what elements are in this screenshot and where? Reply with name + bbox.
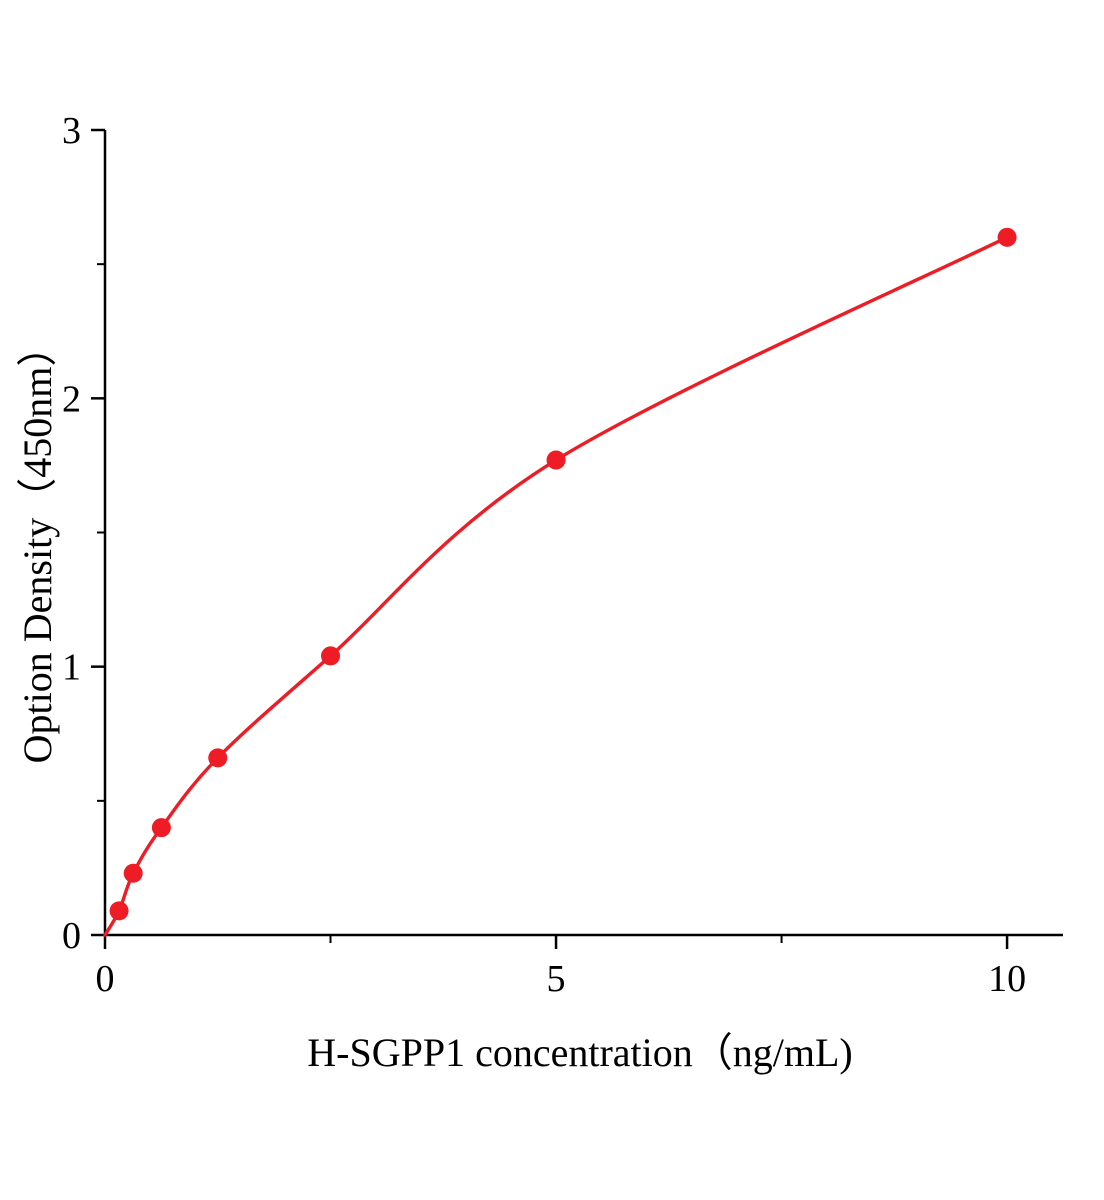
x-tick-label: 5 bbox=[547, 958, 566, 1000]
y-axis-label: Option Density（450nm） bbox=[15, 326, 60, 764]
data-point bbox=[321, 646, 341, 666]
fitted-curve bbox=[103, 235, 1009, 937]
data-point bbox=[123, 863, 143, 883]
data-point bbox=[109, 901, 129, 921]
y-tick-label: 0 bbox=[62, 915, 81, 957]
x-tick-label: 10 bbox=[988, 958, 1026, 1000]
data-point bbox=[151, 818, 171, 838]
x-axis-label: H-SGPP1 concentration（ng/mL) bbox=[307, 1030, 853, 1075]
data-point bbox=[208, 748, 228, 768]
x-tick-label: 0 bbox=[96, 958, 115, 1000]
y-tick-label: 1 bbox=[62, 647, 81, 689]
y-tick-label: 3 bbox=[62, 110, 81, 152]
y-tick-label: 2 bbox=[62, 378, 81, 420]
data-point bbox=[546, 450, 566, 470]
data-point bbox=[997, 227, 1017, 247]
